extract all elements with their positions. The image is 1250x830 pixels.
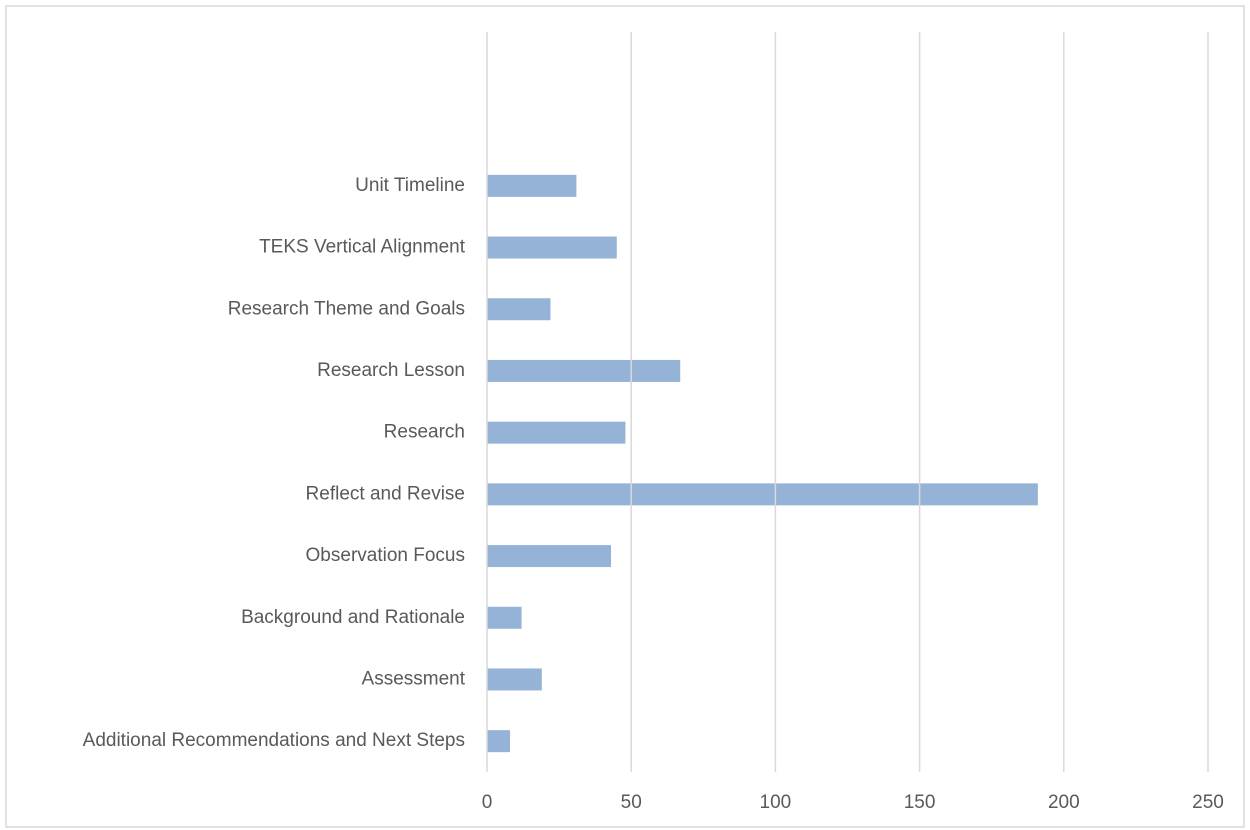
bar — [487, 668, 542, 691]
y-tick-label: Research Lesson — [317, 360, 465, 381]
bar — [487, 483, 1038, 506]
y-tick-label: Assessment — [362, 668, 466, 689]
bar — [487, 359, 681, 382]
y-tick-label: Unit Timeline — [355, 175, 465, 196]
bar — [487, 730, 511, 753]
y-tick-label: Research — [384, 422, 465, 443]
y-tick-label: Research Theme and Goals — [228, 298, 465, 319]
y-tick-label: Reflect and Revise — [306, 483, 465, 504]
bar — [487, 298, 551, 321]
x-tick-label: 0 — [482, 792, 493, 813]
x-tick-label: 200 — [1048, 792, 1080, 813]
bar — [487, 236, 617, 259]
bar — [487, 421, 626, 444]
y-tick-label: TEKS Vertical Alignment — [259, 237, 466, 258]
y-tick-label: Background and Rationale — [241, 607, 465, 628]
y-tick-label: Additional Recommendations and Next Step… — [83, 730, 465, 751]
x-tick-label: 50 — [621, 792, 642, 813]
x-tick-label: 150 — [904, 792, 936, 813]
bar — [487, 545, 612, 568]
chart-frame — [5, 5, 1245, 828]
x-tick-label: 250 — [1192, 792, 1224, 813]
bar — [487, 606, 522, 629]
y-tick-label: Observation Focus — [306, 545, 465, 566]
x-tick-label: 100 — [760, 792, 792, 813]
bar — [487, 174, 577, 197]
